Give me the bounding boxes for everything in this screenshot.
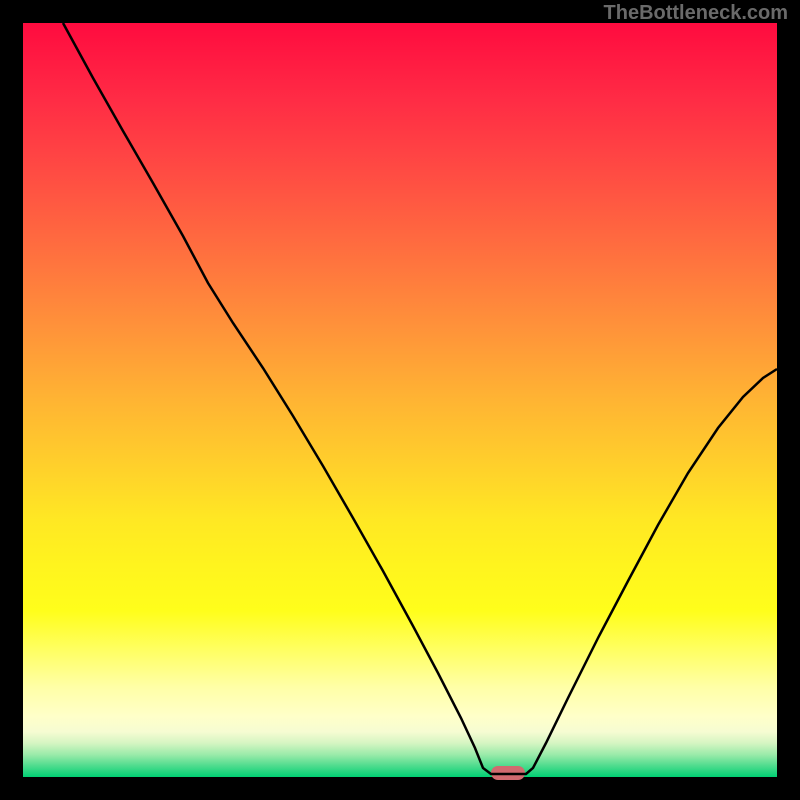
gradient-background — [23, 23, 777, 777]
bottleneck-chart — [0, 0, 800, 800]
chart-frame: TheBottleneck.com — [0, 0, 800, 800]
watermark-text: TheBottleneck.com — [604, 2, 788, 25]
